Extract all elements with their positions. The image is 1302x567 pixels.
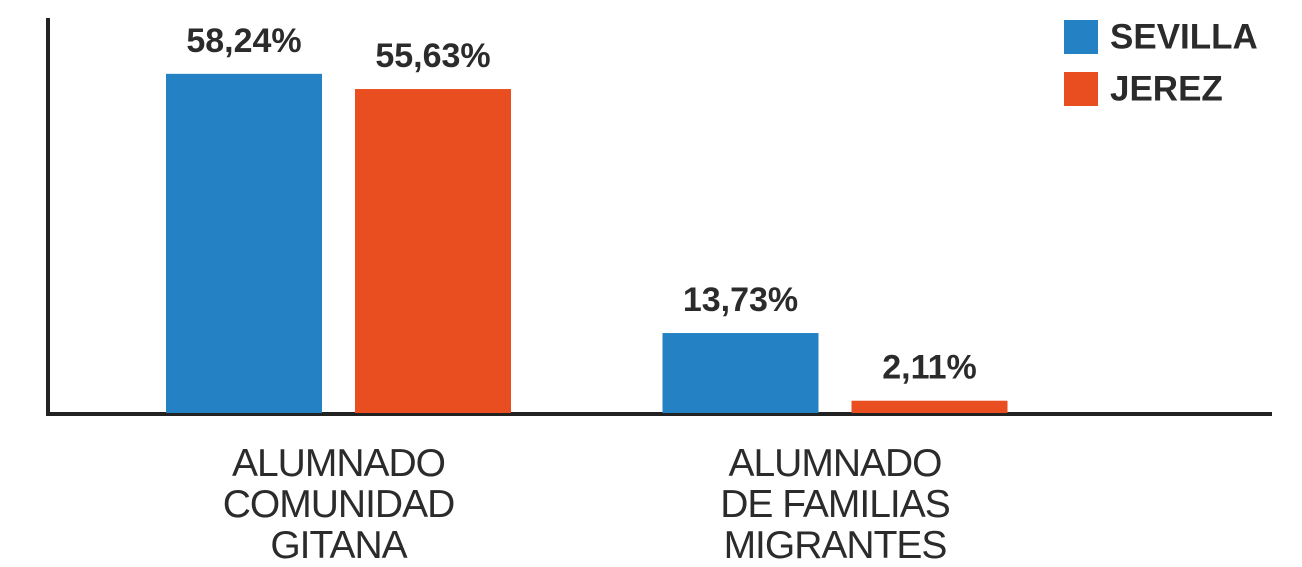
legend-swatch — [1064, 20, 1098, 54]
value-label: 2,11% — [882, 349, 977, 387]
bar — [355, 89, 511, 414]
bar — [851, 400, 1008, 413]
value-label: 55,63% — [375, 37, 490, 75]
bar — [166, 73, 322, 413]
bar — [662, 333, 819, 413]
value-label: 58,24% — [186, 22, 301, 60]
x-tick-label: ALUMNADO COMUNIDAD GITANA — [222, 442, 456, 567]
legend-label: SEVILLA — [1110, 17, 1258, 56]
legend-label: JEREZ — [1110, 69, 1223, 108]
x-tick-label: ALUMNADO DE FAMILIAS MIGRANTES — [720, 442, 951, 567]
legend-swatch — [1064, 72, 1098, 106]
value-label: 13,73% — [683, 281, 798, 319]
